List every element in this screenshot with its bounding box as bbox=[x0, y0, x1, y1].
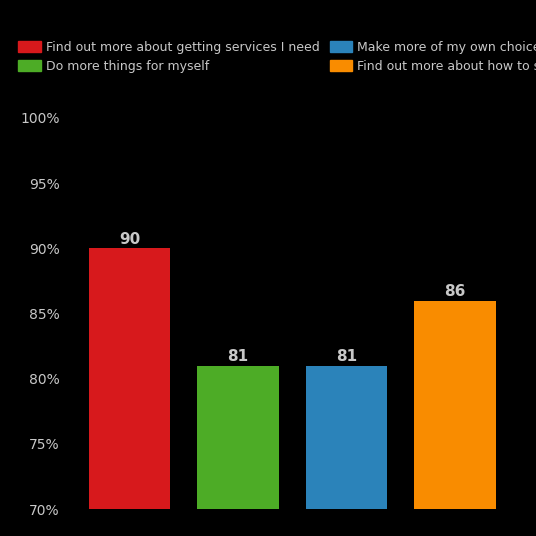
Bar bbox=[89, 248, 170, 536]
Text: 86: 86 bbox=[444, 284, 466, 299]
Text: 90: 90 bbox=[119, 232, 140, 247]
Bar bbox=[197, 366, 279, 536]
Bar bbox=[306, 366, 387, 536]
Bar bbox=[414, 301, 495, 536]
Text: 81: 81 bbox=[227, 349, 249, 364]
Text: 81: 81 bbox=[336, 349, 357, 364]
Legend: Find out more about getting services I need, Do more things for myself, Make mor: Find out more about getting services I n… bbox=[16, 38, 536, 76]
